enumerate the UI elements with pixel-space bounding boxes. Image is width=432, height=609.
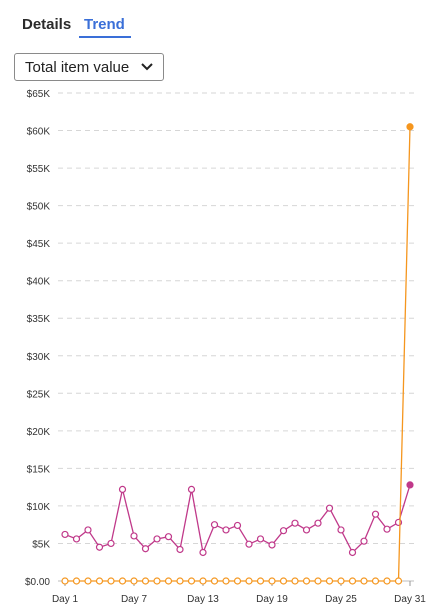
data-point: [360, 577, 368, 585]
data-point: [72, 577, 81, 585]
series-line: [64, 484, 411, 555]
data-point: [176, 577, 184, 585]
data-point: [383, 525, 391, 533]
data-point: [279, 527, 288, 535]
x-tick-label: Day 7: [121, 594, 148, 605]
metric-select[interactable]: Total item value: [14, 53, 164, 81]
data-point: [153, 535, 161, 543]
y-tick-label: $30K: [27, 352, 51, 363]
metric-select-value: Total item value: [25, 59, 130, 76]
active-tab-indicator: [79, 36, 131, 38]
data-point: [141, 545, 150, 553]
data-point: [141, 577, 150, 585]
data-point: [210, 577, 219, 585]
data-point: [245, 540, 253, 548]
data-point: [118, 577, 127, 585]
data-point: [348, 548, 357, 557]
data-point: [279, 577, 288, 585]
series-line: [65, 126, 411, 582]
data-point: [291, 577, 299, 585]
data-point: [130, 532, 138, 540]
y-tick-label: $55K: [27, 164, 51, 175]
data-point: [199, 577, 207, 585]
x-tick-label: Day 19: [256, 594, 288, 605]
data-point: [95, 577, 104, 585]
data-point: [256, 535, 265, 543]
x-tick-label: Day 13: [187, 594, 219, 605]
data-point: [153, 577, 161, 585]
data-point: [187, 577, 196, 585]
data-point: [72, 535, 81, 543]
y-tick-label: $15K: [27, 464, 51, 475]
data-point: [84, 577, 92, 585]
data-point: [130, 577, 138, 585]
y-tick-label: $25K: [27, 389, 51, 400]
data-point: [210, 521, 219, 529]
tab-trend[interactable]: Trend: [84, 16, 125, 33]
data-point: [245, 577, 253, 585]
y-tick-label: $60K: [27, 127, 51, 138]
data-point: [222, 526, 230, 534]
data-point: [314, 577, 322, 585]
data-point: [268, 577, 276, 585]
tab-details[interactable]: Details: [22, 16, 72, 33]
chevron-down-icon: [141, 63, 153, 71]
data-point: [337, 577, 345, 585]
x-tick-label: Day 31: [394, 594, 426, 605]
x-tick-label: Day 25: [325, 594, 357, 605]
data-point: [360, 537, 368, 545]
data-point: [187, 485, 196, 494]
data-point: [348, 577, 357, 585]
y-tick-label: $40K: [27, 277, 51, 288]
data-point: [164, 533, 173, 541]
data-point: [107, 539, 115, 548]
y-tick-label: $35K: [27, 314, 51, 325]
data-point: [383, 577, 391, 585]
data-point: [302, 577, 311, 585]
y-tick-label: $10K: [27, 502, 51, 513]
data-point: [291, 519, 299, 527]
data-point: [222, 577, 230, 585]
data-point: [406, 481, 414, 489]
y-tick-label: $65K: [27, 89, 51, 100]
data-point: [337, 526, 345, 534]
data-point: [406, 123, 414, 131]
y-tick-label: $0.00: [25, 577, 50, 588]
data-point: [233, 577, 242, 585]
y-tick-label: $5K: [32, 539, 50, 550]
data-point: [118, 485, 127, 494]
x-tick-label: Day 1: [52, 594, 79, 605]
data-point: [107, 577, 115, 585]
data-point: [61, 577, 69, 585]
data-point: [233, 521, 242, 530]
data-point: [199, 548, 207, 557]
data-point: [61, 530, 69, 539]
data-point: [371, 577, 380, 585]
data-point: [268, 541, 276, 549]
data-point: [394, 577, 403, 585]
data-point: [95, 543, 104, 551]
y-tick-label: $50K: [27, 202, 51, 213]
data-point: [314, 519, 322, 527]
data-point: [176, 545, 184, 554]
data-point: [325, 504, 334, 512]
data-point: [302, 526, 311, 534]
data-point: [325, 577, 334, 585]
data-point: [256, 577, 265, 585]
data-point: [84, 526, 92, 534]
y-tick-label: $20K: [27, 427, 51, 438]
data-point: [164, 577, 173, 585]
data-point: [371, 510, 380, 518]
y-tick-label: $45K: [27, 239, 51, 250]
